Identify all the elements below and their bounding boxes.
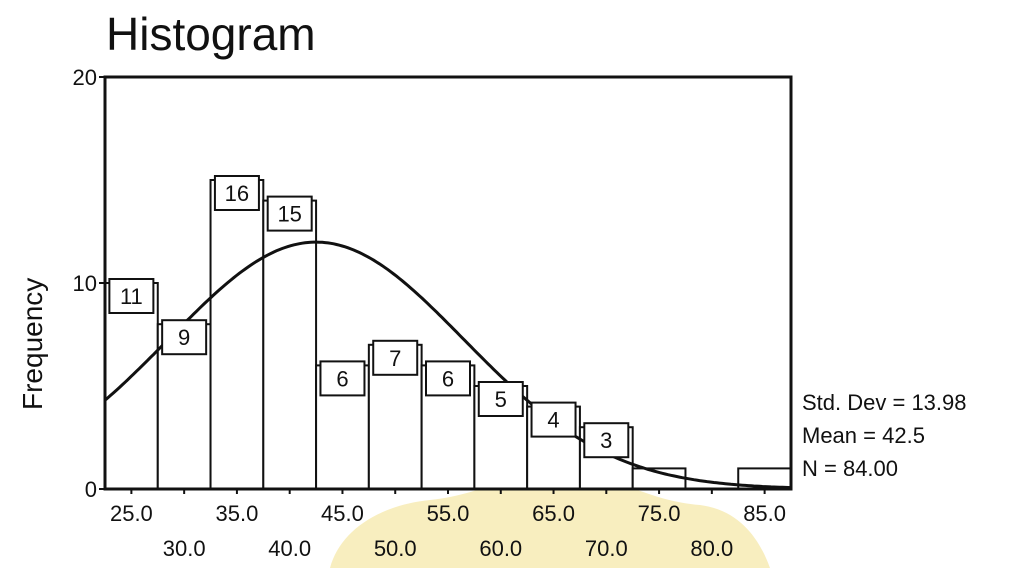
x-tick-label: 45.0 xyxy=(321,501,364,526)
data-label: 11 xyxy=(120,284,143,309)
x-tick-label: 35.0 xyxy=(216,501,259,526)
data-label-box xyxy=(583,422,630,459)
x-tick-label: 85.0 xyxy=(743,501,786,526)
background-watermark xyxy=(330,470,770,568)
data-label-box xyxy=(108,278,155,314)
y-tick-group: 0 10 20 xyxy=(73,65,105,502)
data-label: 6 xyxy=(336,366,348,391)
data-label-box xyxy=(530,401,577,438)
x-tick-label: 75.0 xyxy=(638,501,681,526)
data-label: 6 xyxy=(442,366,454,391)
stat-n: N = 84.00 xyxy=(802,456,898,481)
x-tick-label: 30.0 xyxy=(163,536,206,561)
stat-mean: Mean = 42.5 xyxy=(802,423,925,448)
y-axis-label: Frequency xyxy=(17,278,48,410)
x-tick-label: 65.0 xyxy=(532,501,575,526)
data-label: 4 xyxy=(547,408,559,433)
data-label-box xyxy=(372,339,419,376)
x-tick-label: 70.0 xyxy=(585,536,628,561)
data-label-group: 11 9 16 15 6 7 6 5 4 3 xyxy=(108,175,630,459)
x-tick-group: 25.0 35.0 45.0 55.0 65.0 75.0 85.0 30.0 40.0 50.0… xyxy=(110,489,786,561)
data-label-box xyxy=(425,360,471,397)
x-tick-label: 60.0 xyxy=(479,536,522,561)
x-tick-label: 25.0 xyxy=(110,501,153,526)
data-label-box xyxy=(161,319,208,356)
y-tick-label: 0 xyxy=(85,477,97,502)
chart-title: Histogram xyxy=(106,8,316,60)
normal-curve xyxy=(104,240,792,490)
bar-group xyxy=(104,179,793,491)
data-label-box xyxy=(266,195,313,232)
data-label-box xyxy=(319,360,366,397)
x-tick-label: 40.0 xyxy=(268,536,311,561)
data-label-box xyxy=(477,381,524,417)
x-tick-label: 80.0 xyxy=(690,536,733,561)
stat-std-dev: Std. Dev = 13.98 xyxy=(802,390,967,415)
data-label: 9 xyxy=(178,325,190,350)
y-tick-label: 20 xyxy=(73,65,97,90)
x-tick-label: 50.0 xyxy=(374,536,417,561)
histogram-bar xyxy=(209,179,265,490)
data-label-box xyxy=(213,175,260,211)
data-label: 16 xyxy=(225,181,249,206)
x-tick-label: 55.0 xyxy=(427,501,470,526)
y-tick-label: 10 xyxy=(73,271,97,296)
data-label: 7 xyxy=(389,346,401,371)
data-label: 5 xyxy=(495,387,507,412)
data-label: 3 xyxy=(600,428,612,453)
data-label: 15 xyxy=(277,202,301,227)
